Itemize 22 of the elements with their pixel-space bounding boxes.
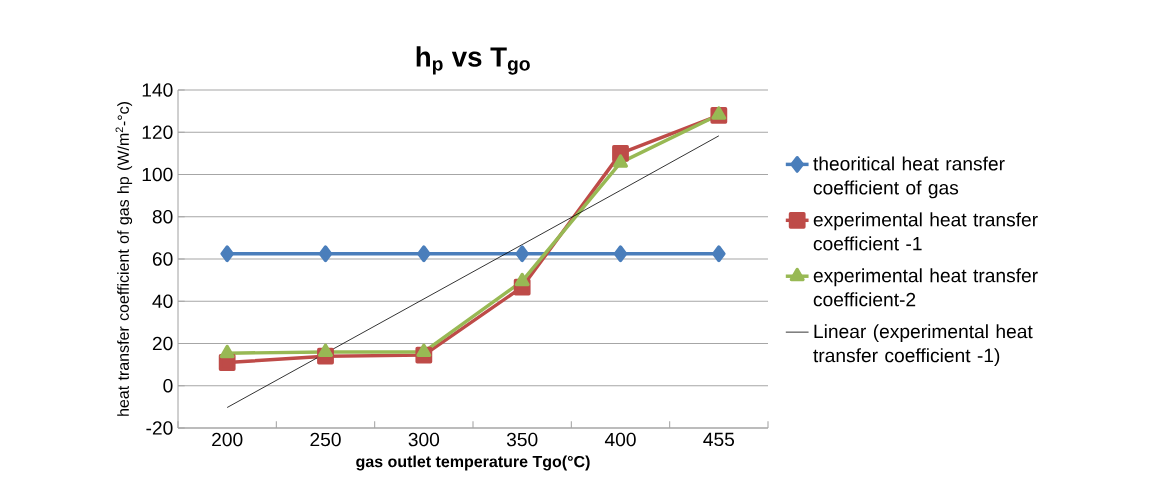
legend-label: Linear (experimental heat transfer coefficient -1) [813, 324, 1033, 367]
y-tick-label: 40 [152, 294, 173, 309]
y-tick-label: -20 [146, 421, 173, 435]
y-axis-title: heat transfer coefficient of gas hp (W/m$^{2}$-°c) [115, 102, 133, 416]
x-tick-label: 250 [310, 432, 341, 447]
legend-label: experimental heat transfer coefficient -1 [813, 212, 1038, 251]
x-axis-title: gas outlet temperature Tgo(°C) [356, 455, 590, 471]
legend-label: experimental heat transfer coefficient-2 [813, 268, 1038, 307]
y-tick-label: 20 [152, 336, 173, 351]
x-tick-label: 200 [212, 432, 243, 447]
x-tick-label: 300 [408, 432, 440, 447]
x-tick-label: 455 [703, 432, 735, 447]
x-tick-label: 350 [506, 432, 538, 447]
chart-title: h$_{p}$ vs T$_{go}$ [416, 46, 530, 75]
x-tick-label: 400 [604, 432, 636, 447]
y-tick-label: 100 [142, 167, 173, 182]
y-tick-label: 140 [142, 83, 173, 97]
y-tick-label: 80 [152, 209, 173, 224]
y-tick-label: 120 [142, 125, 173, 140]
legend-label: theoritical heat ransfer coefficient of gas [813, 156, 1005, 199]
y-tick-label: 60 [152, 252, 173, 266]
y-tick-label: 0 [163, 378, 173, 393]
